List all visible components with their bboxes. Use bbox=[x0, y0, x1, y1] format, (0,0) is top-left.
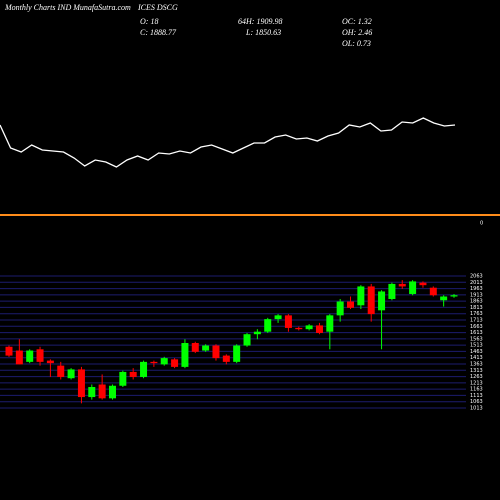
candle-body bbox=[274, 315, 282, 320]
y-tick-label: 1613 bbox=[470, 330, 483, 336]
y-tick-label: 1063 bbox=[470, 399, 483, 405]
candle-body bbox=[326, 315, 334, 332]
candle-body bbox=[409, 281, 417, 294]
y-tick-label: 2013 bbox=[470, 280, 483, 286]
ol-label: OL: 0.73 bbox=[342, 39, 371, 48]
candle-body bbox=[419, 282, 427, 286]
candle-body bbox=[88, 387, 96, 398]
low-label: L: 1850.63 bbox=[245, 28, 281, 37]
site-title: Monthly Charts IND MunafaSutra.com bbox=[4, 3, 131, 12]
close-label: C: 1888.77 bbox=[140, 28, 177, 37]
candle-body bbox=[212, 345, 220, 359]
candle-body bbox=[295, 327, 303, 330]
candle-body bbox=[347, 301, 355, 308]
oh-label: OH: 2.46 bbox=[342, 28, 372, 37]
candle-body bbox=[98, 384, 106, 399]
y-tick-label: 1863 bbox=[470, 299, 483, 305]
candle-body bbox=[140, 361, 148, 377]
open-label: O: 18 bbox=[140, 17, 158, 26]
candle-body bbox=[150, 361, 158, 364]
candle-body bbox=[450, 295, 458, 297]
candle-body bbox=[233, 345, 241, 362]
overlap-label: 64 bbox=[238, 17, 246, 26]
candle-body bbox=[243, 334, 251, 346]
y-tick-label: 1313 bbox=[470, 368, 483, 374]
candle-body bbox=[108, 385, 116, 399]
y-tick-label: 1513 bbox=[470, 343, 483, 349]
candle-body bbox=[264, 319, 272, 332]
oc-label: OC: 1.32 bbox=[342, 17, 372, 26]
candle-body bbox=[440, 296, 448, 301]
candle-body bbox=[222, 355, 230, 362]
y-tick-label: 1363 bbox=[470, 362, 483, 368]
candle-body bbox=[202, 345, 210, 351]
candle-body bbox=[15, 350, 23, 365]
candle-body bbox=[336, 301, 344, 316]
y-tick-label: 1463 bbox=[470, 349, 483, 355]
y-tick-label: 1413 bbox=[470, 355, 483, 361]
candle-body bbox=[67, 369, 75, 379]
y-tick-label: 1763 bbox=[470, 311, 483, 317]
candle-body bbox=[77, 369, 85, 398]
high-label: H: 1909.98 bbox=[245, 17, 282, 26]
y-tick-label: 1813 bbox=[470, 305, 483, 311]
candle-body bbox=[357, 286, 365, 306]
candle-body bbox=[388, 283, 396, 300]
y-tick-label: 1263 bbox=[470, 374, 483, 380]
candle-body bbox=[57, 365, 65, 377]
candle-body bbox=[171, 359, 179, 367]
candle-body bbox=[253, 331, 261, 335]
candle-body bbox=[181, 343, 189, 367]
indicator-line bbox=[0, 117, 456, 168]
candle-body bbox=[191, 343, 199, 352]
candle-body bbox=[129, 371, 137, 377]
symbol: ICES DSCG bbox=[137, 3, 178, 12]
candle-body bbox=[160, 358, 168, 365]
candle-body bbox=[429, 287, 437, 296]
y-tick-label: 1963 bbox=[470, 286, 483, 292]
y-tick-label: 0 bbox=[480, 221, 483, 227]
y-tick-label: 1563 bbox=[470, 336, 483, 342]
candle-body bbox=[119, 371, 127, 386]
candle-body bbox=[5, 346, 13, 356]
y-tick-label: 1163 bbox=[470, 387, 483, 393]
y-tick-label: 1713 bbox=[470, 318, 483, 324]
candle-body bbox=[284, 315, 292, 328]
y-tick-label: 1013 bbox=[470, 406, 483, 412]
candle-body bbox=[378, 291, 386, 311]
y-tick-label: 1213 bbox=[470, 380, 483, 386]
y-tick-label: 1913 bbox=[470, 292, 483, 298]
candle-body bbox=[36, 349, 44, 362]
candle-body bbox=[46, 360, 54, 364]
y-tick-label: 2063 bbox=[470, 274, 483, 280]
y-tick-label: 1113 bbox=[470, 393, 483, 399]
candle-body bbox=[315, 325, 323, 333]
candle-body bbox=[367, 286, 375, 315]
candle-body bbox=[26, 350, 34, 362]
candle-body bbox=[305, 325, 313, 330]
y-tick-label: 1663 bbox=[470, 324, 483, 330]
candle-body bbox=[398, 283, 406, 287]
